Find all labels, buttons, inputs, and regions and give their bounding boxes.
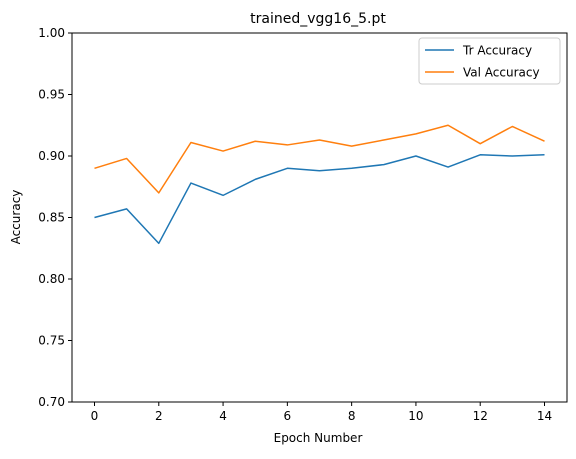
- y-tick-label: 0.75: [38, 334, 65, 348]
- y-tick-label: 0.95: [38, 88, 65, 102]
- x-tick-label: 12: [473, 409, 488, 423]
- y-tick-label: 0.70: [38, 395, 65, 409]
- chart-title: trained_vgg16_5.pt: [250, 11, 386, 27]
- legend: Tr Accuracy Val Accuracy: [419, 38, 560, 84]
- x-axis-label: Epoch Number: [274, 431, 363, 445]
- x-tick-label: 0: [91, 409, 99, 423]
- series-val-accuracy: [94, 125, 544, 193]
- series-tr-accuracy: [94, 155, 544, 244]
- series-line-tr-accuracy: [95, 155, 545, 244]
- legend-label-tr-accuracy: Tr Accuracy: [462, 44, 532, 58]
- plot-frame: [72, 33, 567, 402]
- x-tick-label: 2: [155, 409, 163, 423]
- y-axis-label: Accuracy: [9, 190, 23, 245]
- y-tick-label: 1.00: [38, 26, 65, 40]
- legend-label-val-accuracy: Val Accuracy: [463, 66, 540, 80]
- series-line-val-accuracy: [95, 125, 545, 193]
- x-tick-label: 10: [408, 409, 423, 423]
- x-tick-label: 4: [219, 409, 227, 423]
- x-tick-label: 14: [537, 409, 552, 423]
- y-tick-label: 0.80: [38, 272, 65, 286]
- series-layer: [94, 125, 544, 243]
- y-tick-label: 0.85: [38, 211, 65, 225]
- x-tick-label: 6: [284, 409, 292, 423]
- y-axis: 0.70 0.75 0.80 0.85 0.90 0.95 1.00: [38, 26, 72, 409]
- x-axis: 0 2 4 6 8 10 12 14: [91, 402, 552, 423]
- x-tick-label: 8: [348, 409, 356, 423]
- y-tick-label: 0.90: [38, 149, 65, 163]
